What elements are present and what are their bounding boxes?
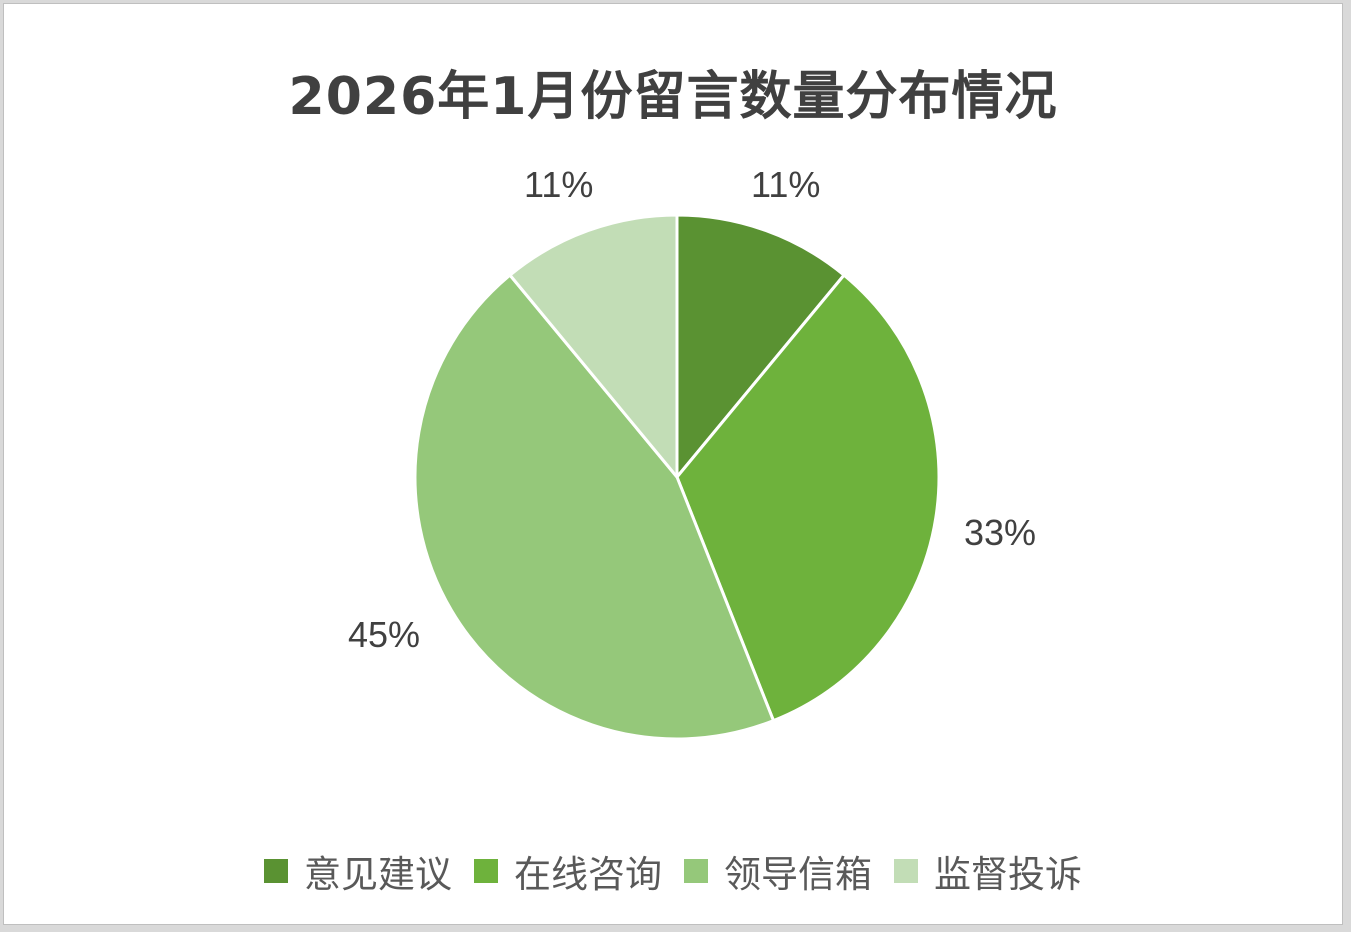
legend-label: 在线咨询 xyxy=(514,853,662,896)
data-label-zixun: 33% xyxy=(964,512,1037,553)
legend-swatch-icon xyxy=(684,859,708,883)
legend-swatch-icon xyxy=(264,859,288,883)
legend-label: 意见建议 xyxy=(304,853,452,896)
slice-tousu xyxy=(508,213,679,479)
data-label-xinxiang: 45% xyxy=(348,614,421,655)
legend-item-xinxiang: 领导信箱 xyxy=(684,844,872,898)
slice-xinxiang xyxy=(413,273,775,741)
chart-title: 2026年1月份留言数量分布情况 xyxy=(288,67,1058,127)
slice-yijian xyxy=(675,213,846,479)
legend-item-zixun: 在线咨询 xyxy=(474,844,662,898)
legend-label: 监督投诉 xyxy=(934,853,1082,896)
legend-swatch-icon xyxy=(474,859,498,883)
legend-item-tousu: 监督投诉 xyxy=(894,844,1082,898)
legend: 意见建议 在线咨询 领导信箱 监督投诉 xyxy=(4,844,1342,898)
legend-item-yijian: 意见建议 xyxy=(264,844,452,898)
data-label-tousu: 11% xyxy=(524,164,594,205)
slice-zixun xyxy=(675,273,941,723)
pie-chart xyxy=(413,213,941,741)
legend-swatch-icon xyxy=(894,859,918,883)
legend-label: 领导信箱 xyxy=(724,853,872,896)
data-label-yijian: 11% xyxy=(751,164,821,205)
chart-area: 2026年1月份留言数量分布情况 11% 33% 45% 11% 意见建议 在线… xyxy=(3,3,1343,925)
